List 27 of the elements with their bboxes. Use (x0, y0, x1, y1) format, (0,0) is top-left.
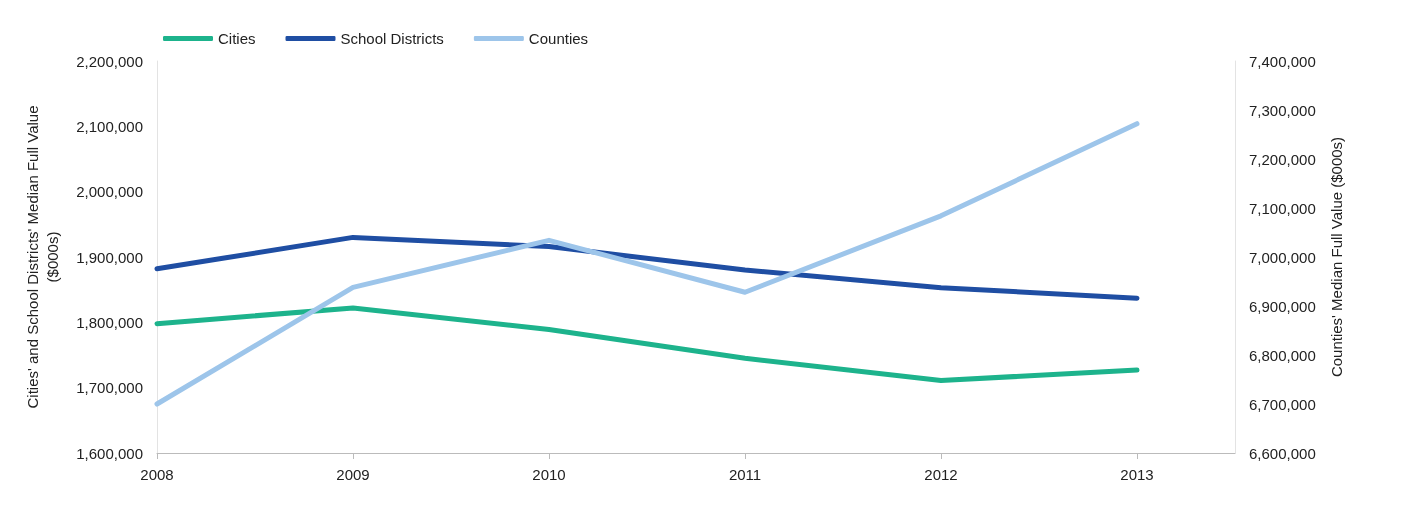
x-tick-label: 2008 (140, 466, 174, 483)
y2-tick-label: 7,100,000 (1249, 199, 1316, 217)
x-tick-label: 2010 (532, 466, 566, 483)
y2-tick-label: 7,400,000 (1249, 52, 1316, 70)
y2-tick-label: 6,900,000 (1249, 297, 1316, 315)
y2-tick-label: 7,000,000 (1249, 248, 1316, 266)
legend-label: Cities (218, 30, 256, 47)
legend-label: Counties (528, 30, 589, 47)
y-tick-label: 1,600,000 (76, 444, 143, 462)
y2-axis-title: Counties' Median Full Value ($000s) (1328, 136, 1346, 378)
y2-tick-label: 6,700,000 (1249, 395, 1316, 413)
x-tick-label: 2013 (1120, 466, 1154, 483)
y2-tick-label: 7,300,000 (1249, 101, 1316, 119)
y2-tick-label: 6,600,000 (1249, 444, 1316, 462)
y-tick-label: 1,900,000 (76, 248, 143, 266)
x-tick-label: 2012 (924, 466, 958, 483)
y2-tick-label: 7,200,000 (1249, 150, 1316, 168)
x-tick-label: 2011 (728, 466, 762, 483)
y-tick-label: 1,800,000 (76, 313, 143, 331)
legend-label: School Districts (340, 30, 444, 47)
x-tick-label: 2009 (336, 466, 370, 483)
y-tick-label: 2,200,000 (76, 52, 143, 70)
y2-tick-label: 6,800,000 (1249, 346, 1316, 364)
y-tick-label: 1,700,000 (76, 379, 143, 397)
y-axis-title: Cities' and School Districts' Median Full Value ($000s) (23, 105, 61, 409)
y-tick-label: 2,000,000 (76, 183, 143, 201)
y-tick-label: 2,100,000 (76, 117, 143, 135)
